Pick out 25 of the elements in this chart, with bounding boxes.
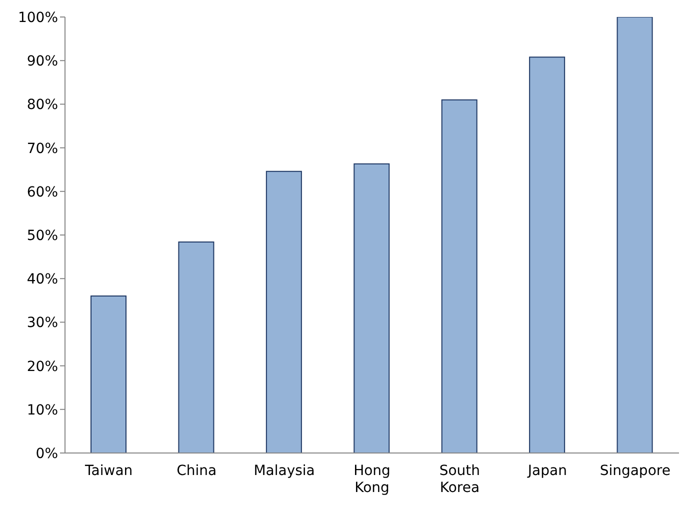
y-tick-label: 0% [36,446,58,462]
bar [529,56,566,453]
x-tick-label: Taiwan [84,463,133,479]
bar [178,241,214,453]
y-tick-label: 100% [18,10,58,26]
bar [266,170,302,453]
y-tick-label: 80% [26,97,58,114]
y-tick-label: 50% [26,228,58,244]
y-tick-label: 70% [26,140,58,157]
y-tick-label: 10% [26,402,58,418]
x-tick-label: China [176,463,217,479]
x-tick-label: South Korea [439,463,480,496]
y-tick-label: 20% [26,358,58,375]
y-tick-label: 40% [26,272,58,288]
x-tick-label: Singapore [600,463,670,479]
y-tick-label: 90% [26,54,58,70]
x-tick-label: Hong Kong [354,463,390,496]
x-tick-label: Malaysia [254,463,315,479]
y-tick-label: 30% [26,315,58,332]
x-tick-label: Japan [526,463,567,479]
bar [441,99,478,453]
y-tick-label: 60% [26,184,58,200]
bar [354,163,390,453]
bar [616,17,653,453]
bar [90,296,126,453]
